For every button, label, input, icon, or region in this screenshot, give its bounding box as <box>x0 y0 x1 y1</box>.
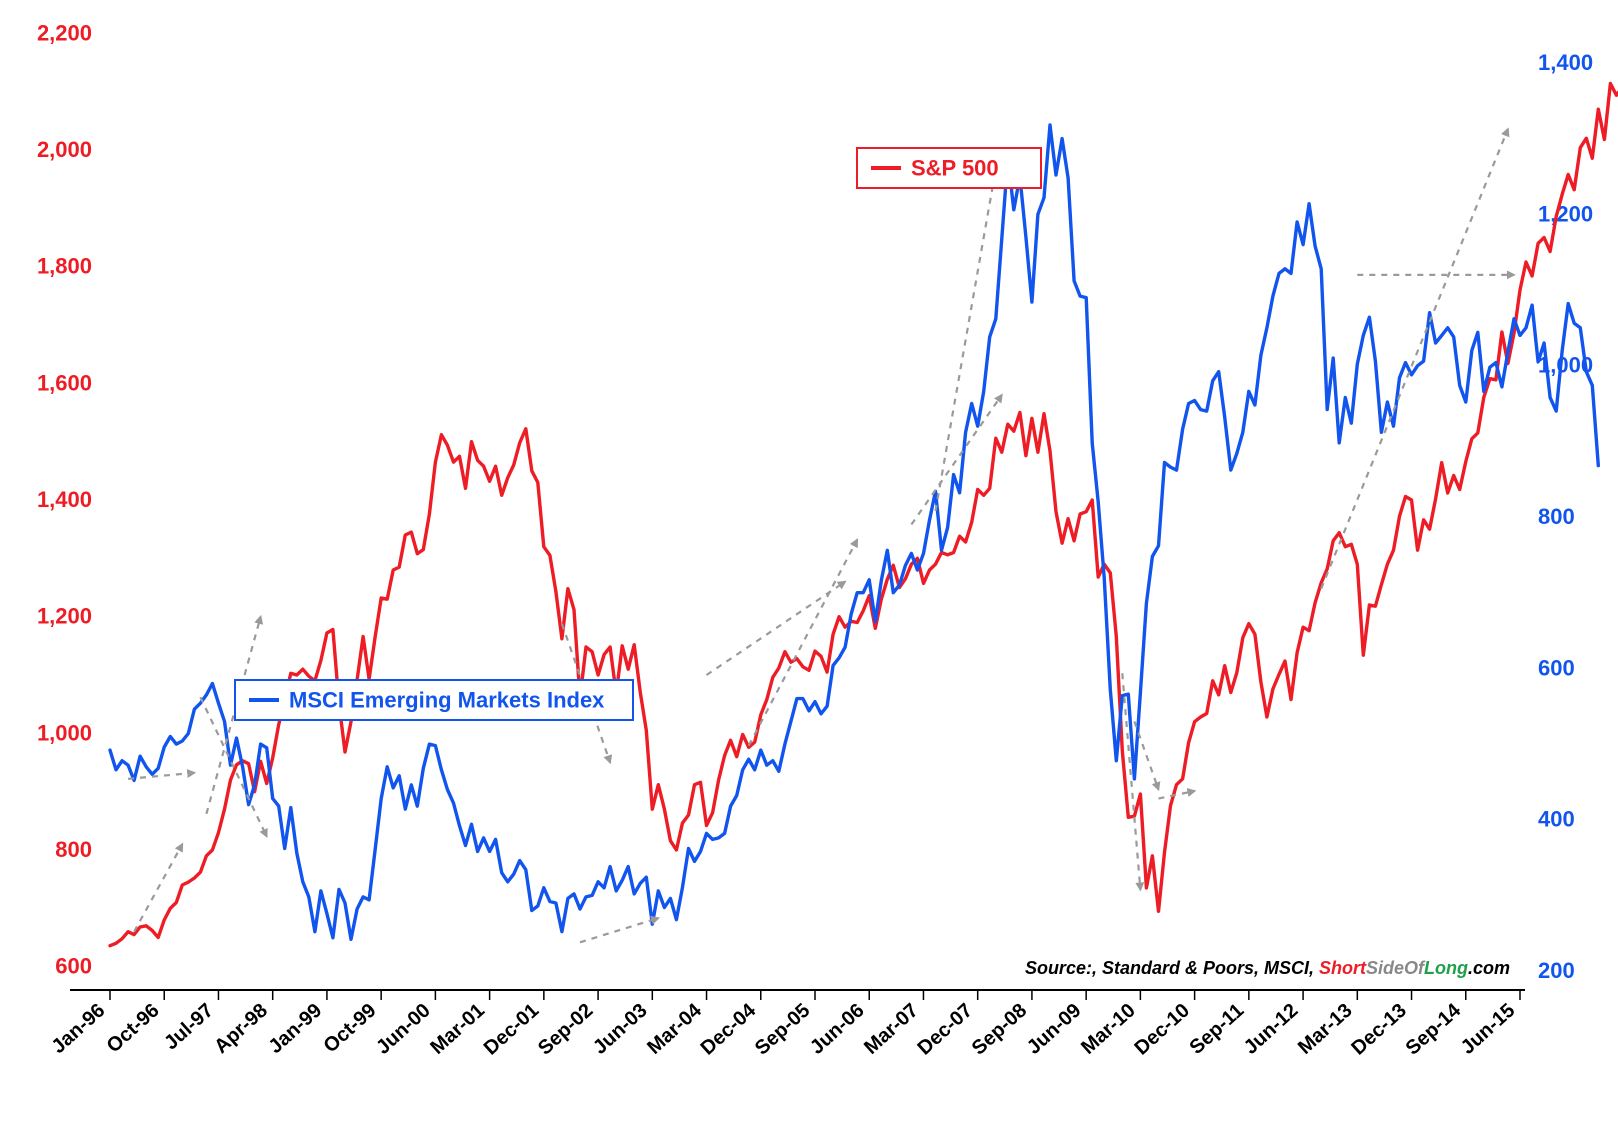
y-left-tick-label: 1,400 <box>37 487 92 512</box>
y-right-tick-label: 600 <box>1538 655 1575 680</box>
x-tick-label: Mar-07 <box>860 999 923 1058</box>
x-axis-ticks: Jan-96Oct-96Jul-97Apr-98Jan-99Oct-99Jun-… <box>48 990 1520 1060</box>
y-left-tick-label: 1,000 <box>37 720 92 745</box>
x-tick-label: Sep-05 <box>751 999 814 1059</box>
trend-arrow <box>749 540 857 746</box>
x-tick-label: Dec-07 <box>914 999 977 1059</box>
chart-container: Jan-96Oct-96Jul-97Apr-98Jan-99Oct-99Jun-… <box>0 0 1618 1126</box>
x-tick-label: Dec-04 <box>697 999 761 1060</box>
source-attribution: Source:, Standard & Poors, MSCI, ShortSi… <box>1025 958 1510 978</box>
x-tick-label: Jun-15 <box>1457 999 1520 1058</box>
x-tick-label: Jan-96 <box>48 999 110 1058</box>
y-right-tick-label: 200 <box>1538 958 1575 983</box>
y-left-tick-label: 2,200 <box>37 20 92 45</box>
dual-axis-line-chart: Jan-96Oct-96Jul-97Apr-98Jan-99Oct-99Jun-… <box>0 0 1618 1126</box>
trend-arrow <box>134 844 182 932</box>
x-tick-label: Sep-02 <box>534 999 597 1059</box>
legend: MSCI Emerging Markets Index <box>235 680 633 720</box>
x-tick-label: Jul-97 <box>160 999 218 1054</box>
x-tick-label: Sep-11 <box>1186 999 1249 1058</box>
x-tick-label: Oct-96 <box>103 999 164 1057</box>
trend-arrow <box>936 169 996 511</box>
x-tick-label: Dec-13 <box>1347 999 1410 1059</box>
y-axis-right: 2004006008001,0001,2001,400 <box>1538 50 1593 983</box>
x-tick-label: Jun-06 <box>806 999 869 1058</box>
x-tick-label: Mar-04 <box>643 999 706 1059</box>
y-right-tick-label: 400 <box>1538 807 1575 832</box>
y-right-tick-label: 1,400 <box>1538 50 1593 75</box>
y-left-tick-label: 1,200 <box>37 604 92 629</box>
y-left-tick-label: 1,600 <box>37 370 92 395</box>
series-line <box>110 125 1598 939</box>
x-tick-label: Jun-00 <box>372 999 435 1058</box>
legend-label: MSCI Emerging Markets Index <box>289 688 605 713</box>
legend: S&P 500 <box>857 148 1041 188</box>
x-tick-label: Dec-10 <box>1130 999 1193 1059</box>
y-left-tick-label: 800 <box>55 837 92 862</box>
x-tick-label: Apr-98 <box>210 999 272 1058</box>
trend-arrow <box>911 395 1001 525</box>
x-tick-label: Sep-08 <box>968 999 1031 1059</box>
x-tick-label: Jun-09 <box>1023 999 1086 1058</box>
x-tick-label: Oct-99 <box>320 999 381 1057</box>
x-tick-label: Mar-01 <box>426 999 489 1058</box>
y-left-tick-label: 600 <box>55 954 92 979</box>
x-tick-label: Jan-99 <box>264 999 326 1058</box>
y-left-tick-label: 2,000 <box>37 137 92 162</box>
x-tick-label: Sep-14 <box>1402 999 1466 1060</box>
x-tick-label: Mar-13 <box>1294 999 1357 1058</box>
series-line <box>110 77 1618 946</box>
x-tick-label: Jun-12 <box>1240 999 1303 1058</box>
trend-arrow <box>580 918 658 942</box>
x-tick-label: Jun-03 <box>589 999 652 1058</box>
legend-label: S&P 500 <box>911 156 999 181</box>
annotation-arrows <box>128 129 1514 942</box>
y-left-tick-label: 1,800 <box>37 254 92 279</box>
trend-arrow <box>1158 791 1194 799</box>
y-axis-left: 600 800 1,000 1,200 1,400 1,600 1,800 2,000 2,20… <box>37 20 92 978</box>
y-right-tick-label: 1,200 <box>1538 201 1593 226</box>
trend-arrow <box>128 773 194 779</box>
x-tick-label: Dec-01 <box>480 999 543 1059</box>
x-tick-label: Mar-10 <box>1077 999 1140 1058</box>
y-right-tick-label: 800 <box>1538 504 1575 529</box>
